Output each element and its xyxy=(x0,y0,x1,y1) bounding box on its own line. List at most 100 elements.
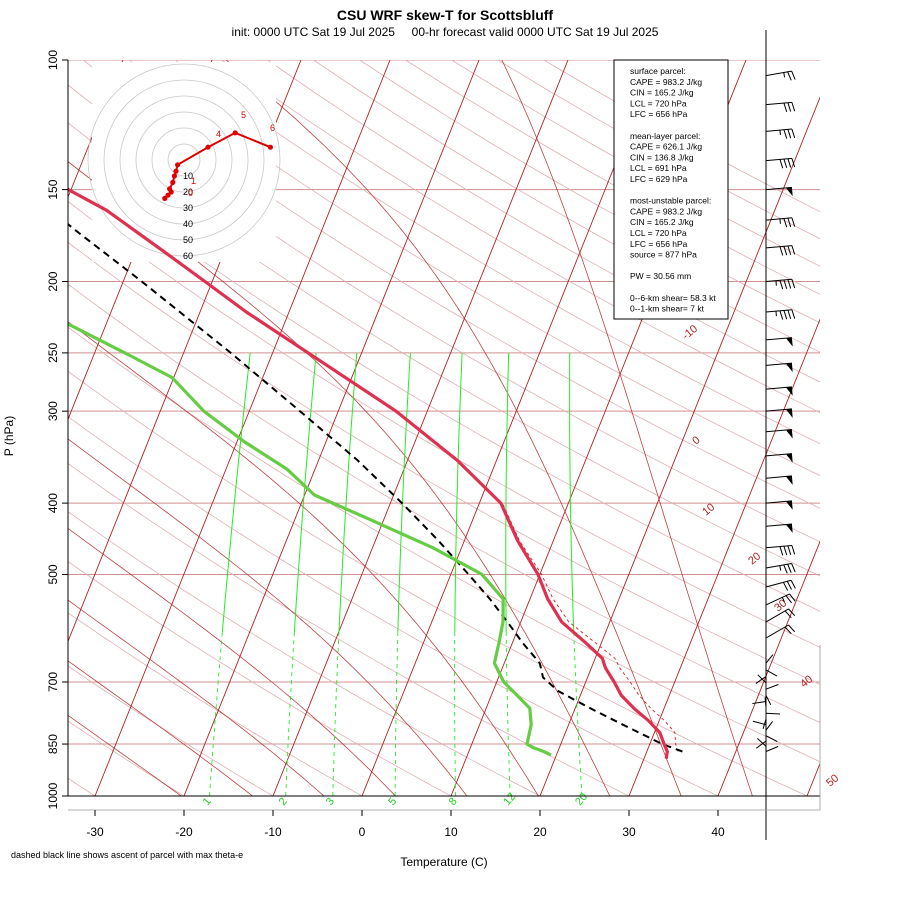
wind-barb-staff xyxy=(765,70,792,77)
temperature-line xyxy=(68,187,669,760)
moist-adiabat xyxy=(68,660,253,796)
wind-barb-flag xyxy=(784,626,792,635)
wind-barb-flag xyxy=(787,563,792,573)
hodograph-height-label: 1 xyxy=(191,176,196,186)
dry-adiabat xyxy=(68,462,630,796)
isotherm-line xyxy=(717,540,820,796)
hodograph-point xyxy=(167,186,173,192)
x-tick-label: 30 xyxy=(622,825,636,839)
hodograph: 10 20 30 40 50 60 0 1 4 5 6 xyxy=(87,62,281,262)
wind-barb-pennant xyxy=(785,475,793,485)
wind-barb-flag xyxy=(787,129,792,139)
wind-barb-staff xyxy=(765,453,792,457)
low-level-wind-barb xyxy=(765,695,772,706)
hodograph-ring-label: 20 xyxy=(183,187,193,197)
info-line: mean-layer parcel: xyxy=(630,131,700,141)
wind-barb-staff xyxy=(765,245,792,249)
info-line: CAPE = 983.2 J/kg xyxy=(630,77,702,87)
wind-barb-flag xyxy=(783,129,788,139)
wind-barb-staff xyxy=(765,278,792,283)
dewpoint-line xyxy=(68,322,552,757)
wind-barb-pennant xyxy=(785,523,793,533)
dry-adiabat xyxy=(128,60,820,477)
wind-barb xyxy=(765,608,796,623)
wind-barb-flag xyxy=(791,158,796,168)
wind-barbs xyxy=(752,30,796,840)
wind-barb-pennant xyxy=(785,363,793,373)
wind-barb xyxy=(765,70,796,81)
dry-adiabat xyxy=(68,326,820,763)
wind-barb xyxy=(765,157,796,169)
low-level-wind-barb xyxy=(765,669,778,677)
y-tick-label: 400 xyxy=(46,493,60,513)
x-tick-label: 20 xyxy=(533,825,547,839)
info-line: LFC = 656 hPa xyxy=(630,109,688,119)
y-tick-label: 1000 xyxy=(46,782,60,809)
info-line: LCL = 691 hPa xyxy=(630,163,687,173)
wind-barb-flag xyxy=(783,564,788,574)
x-tick-label: -20 xyxy=(175,825,193,839)
wind-barb-pennant xyxy=(785,500,793,510)
y-tick-label: 300 xyxy=(46,401,60,421)
info-line: CIN = 165.2 J/kg xyxy=(630,88,694,98)
wind-barb xyxy=(765,309,796,320)
wind-barb xyxy=(765,186,793,197)
moist-adiabat xyxy=(68,438,468,796)
chart-subtitle: init: 0000 UTC Sat 19 Jul 2025 00-hr for… xyxy=(232,25,659,39)
dry-adiabat xyxy=(68,200,820,648)
wind-barb-flag xyxy=(787,71,792,81)
hodograph-point xyxy=(232,130,238,136)
wind-barb xyxy=(765,245,796,256)
y-tick-label: 850 xyxy=(46,734,60,754)
hodograph-ring xyxy=(167,143,201,177)
info-line: LFC = 629 hPa xyxy=(630,174,688,184)
wind-barb-flag xyxy=(787,102,792,112)
wind-barb xyxy=(765,128,796,139)
wind-barb-flag xyxy=(784,610,792,619)
wind-barb-flag xyxy=(791,70,796,80)
info-line: CAPE = 983.2 J/kg xyxy=(630,206,702,216)
mixing-ratio-line xyxy=(454,352,463,633)
info-line: LCL = 720 hPa xyxy=(630,228,687,238)
wind-barb-staff xyxy=(765,624,789,639)
hodograph-point xyxy=(267,144,273,150)
moist-adiabat xyxy=(68,161,611,796)
info-line: CIN = 136.8 J/kg xyxy=(630,152,694,162)
wind-barb-staff xyxy=(765,157,792,162)
wind-barb-flag xyxy=(791,128,796,139)
wind-barb xyxy=(765,475,793,485)
low-level-wind-barb xyxy=(764,697,767,708)
wind-barb xyxy=(765,337,793,347)
wind-barb xyxy=(765,579,796,591)
x-tick-label: 10 xyxy=(444,825,458,839)
mixing-ratio-line xyxy=(338,352,358,633)
dry-adiabat xyxy=(175,60,820,445)
hodograph-point xyxy=(173,168,179,174)
wind-barb-half-flag xyxy=(781,597,785,603)
wind-barb xyxy=(765,429,793,439)
mixing-ratio-line xyxy=(394,632,399,796)
dry-adiabat xyxy=(68,665,274,796)
moist-adiabat xyxy=(225,60,682,796)
wind-barb-flag xyxy=(787,279,792,289)
wind-barb-flag xyxy=(790,580,796,589)
hodograph-point xyxy=(205,144,211,150)
hodograph-ring xyxy=(151,127,217,193)
wind-barb-staff xyxy=(765,309,792,313)
low-level-wind-barb xyxy=(757,738,767,747)
wind-barb xyxy=(765,523,793,533)
wind-barb-staff xyxy=(765,608,789,623)
wind-barb-flag xyxy=(788,624,796,633)
wind-barb-flag xyxy=(788,608,796,617)
wind-barb xyxy=(765,545,796,556)
wind-barb xyxy=(765,278,796,290)
hodograph-ring xyxy=(103,79,265,241)
wind-barb xyxy=(765,453,793,463)
low-level-wind-barb xyxy=(765,654,774,664)
low-level-wind-barb xyxy=(752,700,767,705)
wind-barb-staff xyxy=(765,545,792,549)
hodograph-point xyxy=(175,162,181,168)
dry-adiabat xyxy=(221,60,820,413)
